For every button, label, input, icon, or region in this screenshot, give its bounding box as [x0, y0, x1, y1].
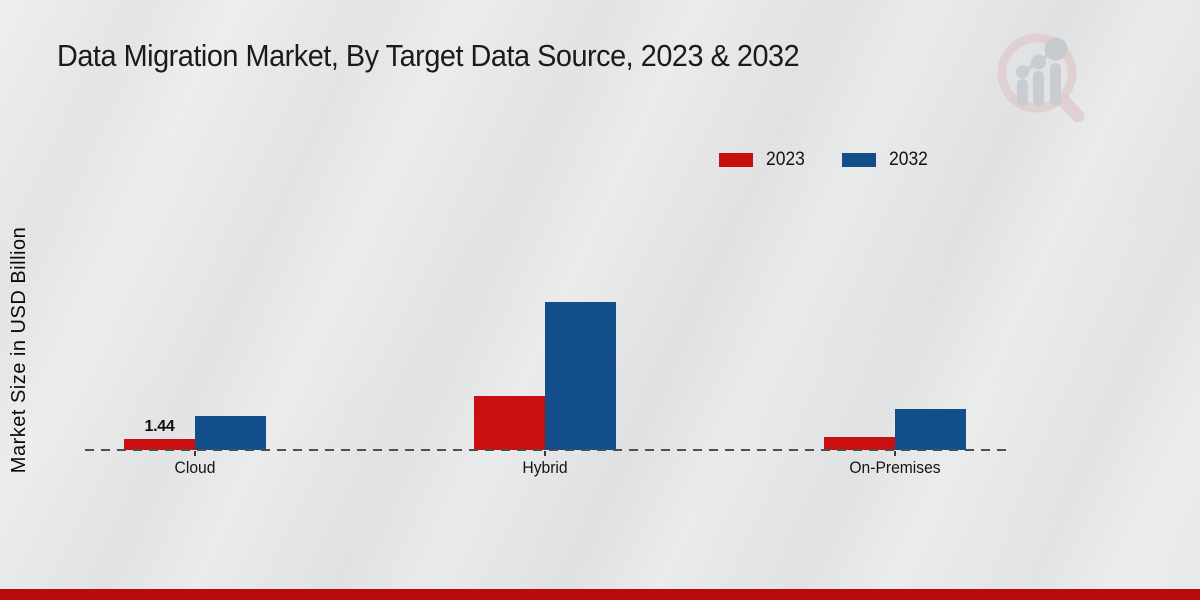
magnifier-bar-chart-logo-watermark	[997, 33, 1085, 122]
bar-on-premises-2032	[895, 409, 966, 450]
bar-hybrid-2023	[474, 396, 545, 450]
value-label-cloud-2023: 1.44	[144, 417, 175, 435]
bar-on-premises-2023	[824, 436, 895, 450]
legend-swatch-2023	[719, 153, 753, 167]
chart-title: Data Migration Market, By Target Data So…	[57, 38, 800, 73]
y-axis-label: Market Size in USD Billion	[8, 226, 30, 474]
x-axis-dashed-baseline	[85, 449, 1007, 451]
footer-accent-bar	[0, 589, 1200, 600]
bar-cloud-2023	[124, 438, 195, 450]
legend-label-2023: 2023	[766, 149, 805, 170]
x-axis-tick-on-premises	[894, 451, 896, 456]
legend-item-2023: 2023	[719, 149, 808, 171]
x-axis-tick-hybrid	[544, 451, 546, 456]
legend-item-2032: 2032	[842, 149, 931, 171]
x-axis-tick-cloud	[194, 451, 196, 456]
plot-area	[85, 297, 1007, 450]
category-label-cloud: Cloud	[174, 458, 216, 477]
legend-swatch-2032	[842, 153, 877, 167]
bar-hybrid-2032	[545, 302, 616, 450]
legend-label-2032: 2032	[889, 149, 929, 170]
chart-legend: 2023 2032	[719, 149, 932, 171]
bar-cloud-2032	[195, 415, 266, 450]
category-label-hybrid: Hybrid	[522, 458, 568, 477]
category-label-on-premises: On-Premises	[849, 458, 941, 477]
